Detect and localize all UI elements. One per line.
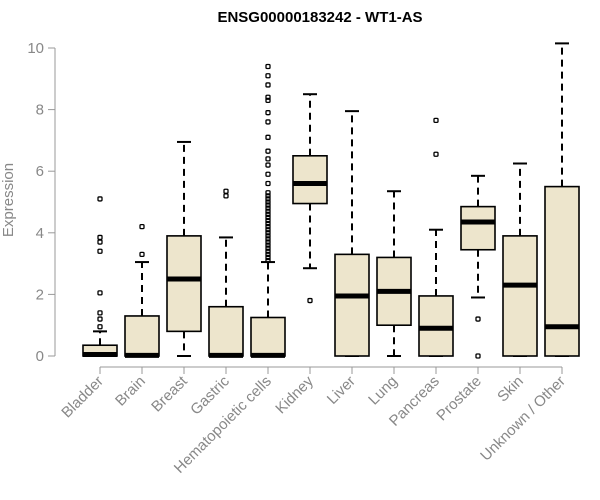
outlier-point xyxy=(265,171,271,177)
outlier-point xyxy=(475,353,481,359)
x-tick-label: Liver xyxy=(324,373,359,408)
outlier-point xyxy=(139,223,145,230)
y-tick-label: 6 xyxy=(36,163,44,180)
outlier-point xyxy=(97,234,103,241)
outlier-point xyxy=(265,180,271,187)
outlier-point xyxy=(265,196,271,202)
outlier-point xyxy=(265,97,271,104)
outlier-point xyxy=(265,233,271,239)
x-tick-label: Lung xyxy=(365,373,401,409)
outlier-point xyxy=(265,251,271,258)
box-group xyxy=(82,196,118,357)
box-iqr xyxy=(124,315,160,357)
box-group xyxy=(376,190,412,357)
outlier-point xyxy=(433,117,439,124)
box-iqr xyxy=(250,316,286,357)
chart-title: ENSG00000183242 - WT1-AS xyxy=(217,9,422,26)
x-tick-label: Skin xyxy=(494,373,527,406)
outlier-point xyxy=(265,134,271,140)
outlier-point xyxy=(265,223,271,230)
outlier-point xyxy=(265,190,271,196)
y-tick-label: 0 xyxy=(36,348,44,365)
box-group xyxy=(208,188,244,358)
outlier-point xyxy=(265,230,271,236)
outlier-point xyxy=(97,196,103,202)
plot-area xyxy=(82,42,580,359)
box-group xyxy=(166,140,202,357)
box-iqr xyxy=(292,155,328,205)
box-group xyxy=(418,117,454,357)
outlier-point xyxy=(265,119,271,125)
outlier-point xyxy=(265,193,271,199)
outlier-point xyxy=(265,63,271,70)
box-group xyxy=(292,93,328,304)
outlier-point xyxy=(223,193,229,199)
outlier-point xyxy=(265,214,271,221)
outlier-point xyxy=(265,208,271,214)
outlier-point xyxy=(265,73,271,79)
outlier-point xyxy=(265,236,271,242)
x-tick-label: Bladder xyxy=(58,373,107,422)
outlier-point xyxy=(139,251,145,258)
outlier-point xyxy=(265,245,271,251)
x-tick-label: Brain xyxy=(112,373,149,410)
box-iqr xyxy=(502,235,538,357)
outlier-point xyxy=(265,257,271,264)
outlier-point xyxy=(265,220,271,227)
outlier-point xyxy=(433,151,439,157)
box-group xyxy=(502,162,538,357)
y-axis-label: Expression xyxy=(0,163,17,237)
x-tick-label: Prostate xyxy=(433,373,485,425)
outlier-point xyxy=(97,316,103,322)
x-tick-label: Kidney xyxy=(272,372,317,417)
box-iqr xyxy=(334,253,370,357)
outlier-point xyxy=(265,110,271,116)
outlier-point xyxy=(97,239,103,245)
outlier-point xyxy=(265,217,271,224)
box-iqr xyxy=(166,235,202,333)
outlier-point xyxy=(265,156,271,162)
outlier-point xyxy=(97,290,103,296)
outlier-point xyxy=(265,94,271,100)
box-group xyxy=(124,223,160,358)
x-tick-label: Breast xyxy=(148,372,191,415)
outlier-point xyxy=(265,202,271,208)
box-iqr xyxy=(208,305,244,357)
box-group xyxy=(334,110,370,357)
box-group xyxy=(460,174,496,359)
y-axis: 0 2 4 6 8 10 xyxy=(27,40,56,365)
outlier-point xyxy=(265,205,271,211)
outlier-point xyxy=(265,148,271,154)
outlier-point xyxy=(265,239,271,245)
outlier-point xyxy=(97,324,103,330)
box-group xyxy=(250,63,286,358)
outlier-point xyxy=(97,248,103,254)
y-tick-label: 2 xyxy=(36,286,44,303)
outlier-point xyxy=(265,242,271,248)
box-iqr xyxy=(544,185,580,357)
outlier-point xyxy=(265,82,271,88)
y-tick-label: 10 xyxy=(27,40,44,57)
outlier-point xyxy=(307,297,313,304)
box-iqr xyxy=(460,205,496,251)
outlier-point xyxy=(223,188,229,194)
outlier-point xyxy=(475,316,481,322)
outlier-point xyxy=(97,310,103,316)
y-tick-label: 4 xyxy=(36,225,44,242)
y-tick-label: 8 xyxy=(36,102,44,119)
outlier-point xyxy=(265,254,271,261)
outlier-point xyxy=(265,199,271,205)
box-group xyxy=(544,42,580,357)
outlier-point xyxy=(265,211,271,217)
outlier-point xyxy=(265,162,271,168)
outlier-point xyxy=(265,227,271,233)
outlier-point xyxy=(265,248,271,254)
